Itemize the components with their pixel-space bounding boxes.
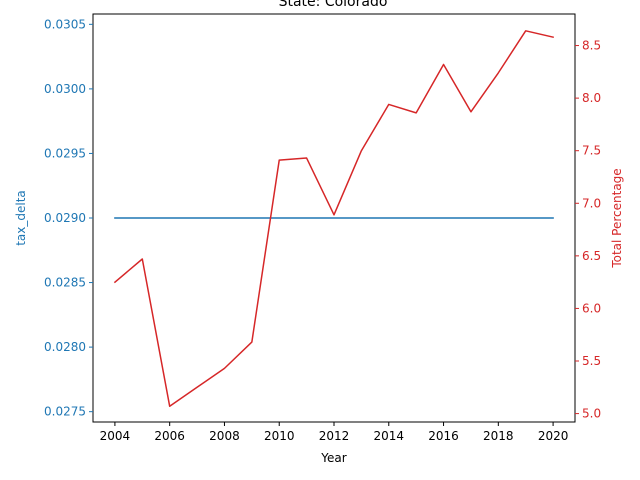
x-tick-label: 2020	[538, 429, 569, 443]
right-y-tick-label: 8.0	[582, 91, 601, 105]
right-y-axis: 5.0 5.5 6.0 6.5 7.0 7.5 8.0 8.5	[575, 39, 601, 421]
x-tick-label: 2012	[319, 429, 350, 443]
x-tick-label: 2008	[209, 429, 240, 443]
right-y-tick-label: 7.5	[582, 144, 601, 158]
x-tick-label: 2004	[100, 429, 131, 443]
right-y-tick-label: 6.0	[582, 301, 601, 315]
right-y-axis-label: Total Percentage	[610, 168, 624, 268]
x-tick-label: 2010	[264, 429, 295, 443]
right-y-tick-label: 7.0	[582, 196, 601, 210]
left-y-axis-label: tax_delta	[14, 190, 28, 246]
x-axis: 2004 2006 2008 2010 2012 2014 2016 2018 2020	[100, 422, 569, 443]
right-y-tick-label: 6.5	[582, 249, 601, 263]
right-y-tick-label: 5.5	[582, 354, 601, 368]
right-y-tick-label: 8.5	[582, 39, 601, 53]
right-y-tick-label: 5.0	[582, 407, 601, 421]
left-y-tick-label: 0.0295	[44, 146, 86, 160]
x-tick-label: 2016	[428, 429, 459, 443]
x-tick-label: 2006	[154, 429, 185, 443]
left-y-tick-label: 0.0285	[44, 276, 86, 290]
x-axis-label: Year	[320, 451, 346, 465]
x-tick-label: 2014	[373, 429, 404, 443]
series-layer	[113, 30, 554, 407]
left-y-tick-label: 0.0290	[44, 211, 86, 225]
left-y-tick-label: 0.0275	[44, 405, 86, 419]
left-y-axis: 0.0275 0.0280 0.0285 0.0290 0.0295 0.0300 0.03…	[44, 17, 93, 419]
total-percentage-series-line	[113, 30, 554, 407]
chart-title: State: Colorado	[279, 0, 388, 10]
left-y-tick-label: 0.0305	[44, 17, 86, 31]
left-y-tick-label: 0.0280	[44, 340, 86, 354]
left-y-tick-label: 0.0300	[44, 82, 86, 96]
x-tick-label: 2018	[483, 429, 514, 443]
